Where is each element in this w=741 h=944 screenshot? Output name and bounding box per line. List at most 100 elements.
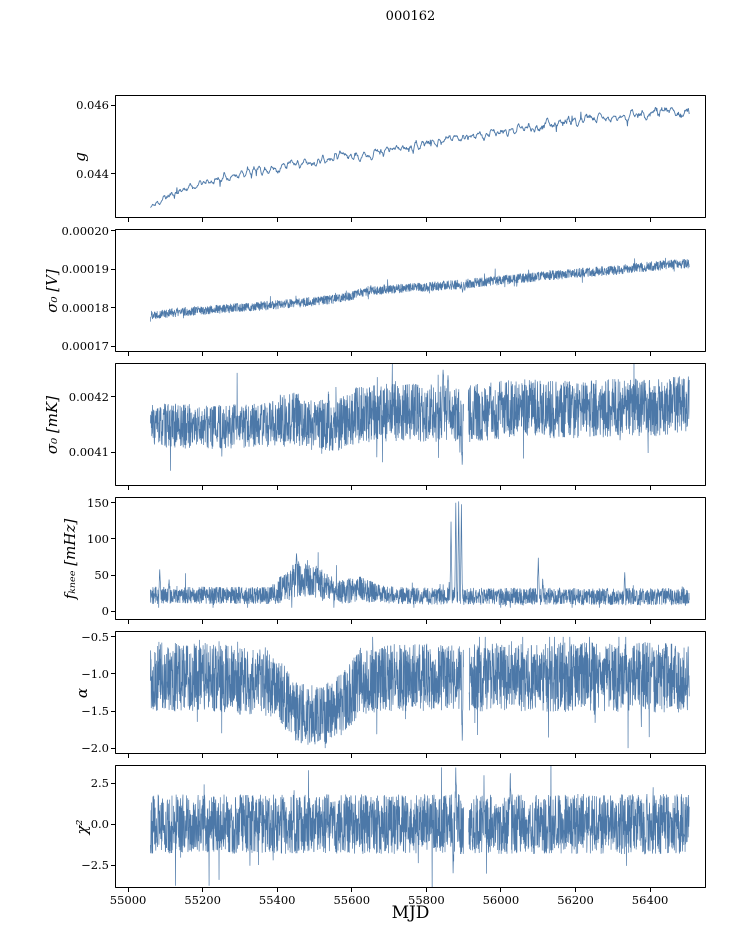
y-tick-label: 50 xyxy=(94,568,109,583)
x-tick-label: 56400 xyxy=(631,893,669,907)
x-tick-mark xyxy=(276,486,278,490)
plot-sigma0-v xyxy=(115,229,706,352)
x-tick-mark xyxy=(649,754,651,758)
y-tick-mark xyxy=(111,268,115,270)
y-tick-label: 100 xyxy=(87,531,109,546)
x-tick-mark xyxy=(574,218,576,222)
x-tick-mark xyxy=(202,754,204,758)
y-tick-mark xyxy=(111,710,115,712)
y-tick-label: 0.0041 xyxy=(68,445,109,460)
y-tick-label: −0.5 xyxy=(81,629,109,644)
x-tick-label: 55600 xyxy=(333,893,371,907)
x-tick-label: 56000 xyxy=(482,893,520,907)
y-tick-label: 150 xyxy=(87,495,109,510)
x-tick-mark xyxy=(351,352,353,356)
y-tick-label: −1.5 xyxy=(81,704,109,719)
y-tick-label: −1.0 xyxy=(81,666,109,681)
x-tick-mark xyxy=(425,486,427,490)
y-tick-label: 0.0 xyxy=(90,817,109,832)
figure-title: 000162 xyxy=(385,9,436,24)
y-tick-mark xyxy=(111,574,115,576)
x-tick-mark xyxy=(202,486,204,490)
x-tick-mark xyxy=(127,218,129,222)
y-tick-mark xyxy=(111,636,115,638)
y-tick-label: 0.044 xyxy=(76,166,109,181)
y-tick-label: 0.00018 xyxy=(61,300,109,315)
y-axis-label-g: g xyxy=(71,151,89,162)
y-tick-label: 0.00020 xyxy=(61,223,109,238)
x-tick-mark xyxy=(351,620,353,624)
x-tick-mark xyxy=(425,754,427,758)
y-tick-mark xyxy=(111,173,115,175)
x-tick-mark xyxy=(574,620,576,624)
y-tick-mark xyxy=(111,502,115,504)
x-tick-mark xyxy=(127,352,129,356)
x-tick-mark xyxy=(351,754,353,758)
x-tick-mark xyxy=(276,352,278,356)
x-tick-mark xyxy=(649,218,651,222)
y-tick-mark xyxy=(111,538,115,540)
plot-alpha xyxy=(115,631,706,754)
x-tick-mark xyxy=(202,888,204,892)
y-tick-mark xyxy=(111,451,115,453)
x-tick-label: 56200 xyxy=(557,893,594,907)
x-tick-mark xyxy=(500,888,502,892)
x-tick-mark xyxy=(649,352,651,356)
y-axis-label-fknee: fₖₙₑₑ [mHz] xyxy=(61,518,79,599)
y-tick-mark xyxy=(111,864,115,866)
y-axis-label-chi2: χ² xyxy=(73,818,91,835)
x-tick-mark xyxy=(574,888,576,892)
y-tick-mark xyxy=(111,230,115,232)
x-tick-mark xyxy=(127,486,129,490)
x-tick-mark xyxy=(500,352,502,356)
y-tick-label: 0.00017 xyxy=(61,339,109,354)
x-tick-label: 55200 xyxy=(184,893,221,907)
x-tick-mark xyxy=(425,620,427,624)
x-tick-mark xyxy=(425,218,427,222)
x-tick-mark xyxy=(500,754,502,758)
x-tick-mark xyxy=(649,888,651,892)
x-tick-label: 55400 xyxy=(258,893,296,907)
x-tick-mark xyxy=(276,218,278,222)
y-tick-label: −2.0 xyxy=(81,741,109,756)
plot-sigma0-mk xyxy=(115,363,706,486)
y-tick-mark xyxy=(111,610,115,612)
x-tick-mark xyxy=(649,486,651,490)
y-tick-mark xyxy=(111,782,115,784)
x-tick-mark xyxy=(276,754,278,758)
plot-g xyxy=(115,95,706,218)
y-tick-mark xyxy=(111,396,115,398)
y-tick-label: 0.046 xyxy=(76,98,109,113)
y-axis-label-sigma0-mk: σ₀ [mK] xyxy=(43,395,61,454)
x-tick-mark xyxy=(127,754,129,758)
y-tick-mark xyxy=(111,747,115,749)
x-tick-mark xyxy=(276,888,278,892)
y-axis-label-sigma0-v: σ₀ [V] xyxy=(43,268,61,313)
x-tick-label: 55000 xyxy=(109,893,147,907)
x-tick-mark xyxy=(202,352,204,356)
x-tick-mark xyxy=(425,352,427,356)
y-tick-label: 0 xyxy=(101,604,109,619)
x-tick-mark xyxy=(649,620,651,624)
x-tick-mark xyxy=(127,888,129,892)
x-tick-mark xyxy=(351,888,353,892)
x-tick-label: 55800 xyxy=(408,893,445,907)
y-tick-label: 2.5 xyxy=(90,776,109,791)
y-axis-label-alpha: α xyxy=(73,687,91,698)
x-axis-label: MJD xyxy=(391,903,430,923)
x-tick-mark xyxy=(574,486,576,490)
y-tick-mark xyxy=(111,823,115,825)
y-tick-label: 0.00019 xyxy=(61,262,109,277)
x-tick-mark xyxy=(574,754,576,758)
x-tick-mark xyxy=(276,620,278,624)
x-tick-mark xyxy=(500,620,502,624)
y-tick-label: −2.5 xyxy=(81,858,109,873)
x-tick-mark xyxy=(127,620,129,624)
x-tick-mark xyxy=(500,218,502,222)
plot-fknee xyxy=(115,497,706,620)
y-tick-mark xyxy=(111,345,115,347)
y-tick-label: 0.0042 xyxy=(68,389,109,404)
plot-chi2 xyxy=(115,765,706,888)
y-tick-mark xyxy=(111,104,115,106)
